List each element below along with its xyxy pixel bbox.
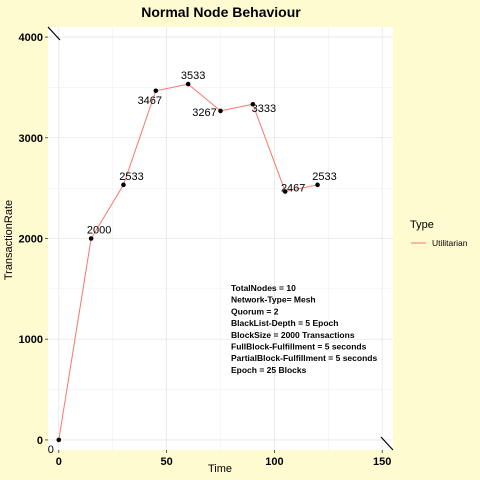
- grid: [48, 27, 393, 450]
- x-axis-ticks: 0 50 100 150: [56, 450, 391, 468]
- y-tick-label: 2000: [19, 234, 43, 246]
- annotation-line: BlackList-Depth = 5 Epoch: [231, 318, 338, 328]
- y-tick-label: 4000: [19, 32, 43, 44]
- annotation-line: Quorum = 2: [231, 306, 279, 316]
- y-tick-label: 1000: [19, 334, 43, 346]
- data-point: [282, 189, 288, 194]
- annotation-line: Epoch = 25 Blocks: [231, 365, 307, 375]
- legend-title: Type: [410, 219, 434, 231]
- annotation-line: Network-Type= Mesh: [231, 295, 316, 305]
- data-point: [121, 182, 126, 188]
- x-tick-label: 0: [56, 456, 62, 468]
- data-point: [185, 81, 191, 87]
- legend-label-utilitarian: Utilitarian: [432, 238, 468, 248]
- data-point: [218, 108, 223, 114]
- data-label: 3333: [252, 103, 276, 115]
- x-tick-label: 50: [160, 456, 172, 468]
- x-tick-label: 150: [373, 456, 391, 468]
- data-point: [153, 88, 159, 94]
- chart-title: Normal Node Behaviour: [141, 4, 301, 20]
- data-point: [315, 182, 320, 188]
- annotation-block: TotalNodes = 10 Network-Type= MeshQuorum …: [231, 283, 377, 375]
- data-point: [250, 101, 256, 107]
- y-axis-label: TransactionRate: [3, 200, 15, 280]
- data-point: [56, 437, 62, 443]
- annotation-line: FullBlock-Fulfillment = 5 seconds: [231, 342, 367, 352]
- data-label: 3267: [192, 107, 216, 119]
- y-tick-label: 3000: [19, 133, 43, 145]
- data-label: 2467: [281, 182, 305, 194]
- data-label: 3467: [138, 95, 162, 107]
- data-label: 2533: [119, 171, 143, 183]
- data-label: 3533: [181, 70, 205, 82]
- annotation-line: PartialBlock-Fulfillment = 5 seconds: [231, 353, 377, 363]
- data-point: [88, 236, 94, 241]
- bottom-right-corner-mark: [380, 436, 394, 451]
- legend: Type Utilitarian: [410, 219, 468, 248]
- top-left-corner-mark: [47, 26, 61, 41]
- x-tick-label: 100: [265, 456, 283, 468]
- data-labels: 0 2000 2533 3467 3533 3267 3333 2467 2533: [48, 70, 337, 456]
- data-label: 2000: [87, 225, 111, 237]
- data-label: 2533: [312, 171, 336, 183]
- data-label: 0: [48, 444, 54, 456]
- y-tick-label: 0: [37, 435, 43, 447]
- annotation-line: TotalNodes = 10: [231, 283, 296, 293]
- y-axis-ticks: 0 1000 2000 3000 4000: [19, 32, 48, 447]
- x-axis-label: Time: [208, 463, 232, 475]
- data-points: [56, 81, 320, 443]
- annotation-line: BlockSize = 2000 Transactions: [231, 330, 355, 340]
- corner-marks: [47, 26, 394, 451]
